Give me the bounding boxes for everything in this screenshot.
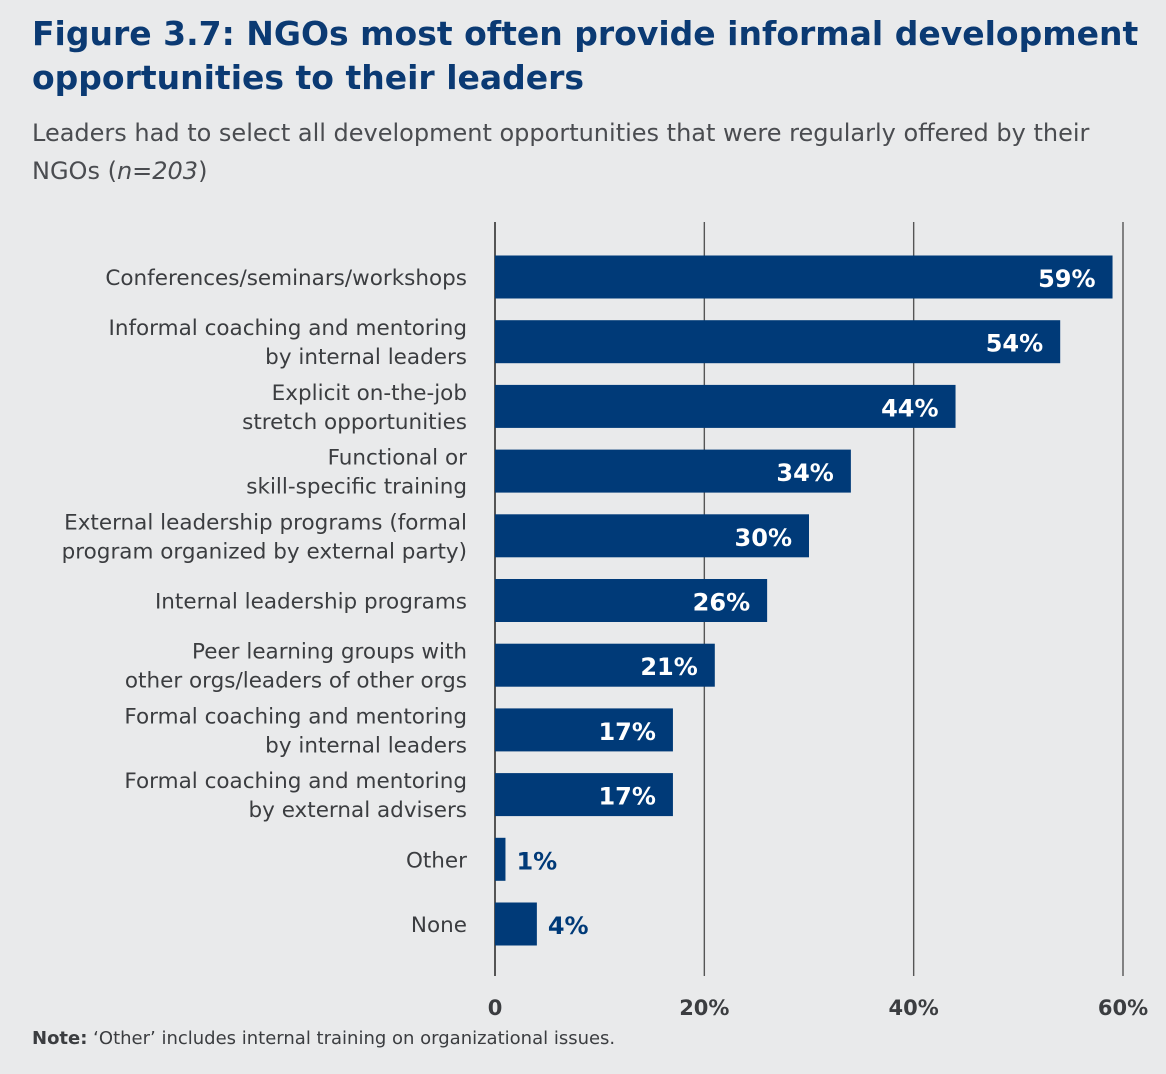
chart-note: Note: ‘Other’ includes internal training… [32, 1028, 615, 1049]
category-label: by internal leaders [265, 733, 467, 758]
category-label: Explicit on-the-job [272, 381, 467, 406]
value-label: 4% [548, 912, 589, 940]
category-label: stretch opportunities [242, 410, 467, 435]
value-label: 21% [640, 653, 697, 681]
value-label: 34% [776, 459, 833, 487]
category-label: skill-specific training [246, 475, 467, 500]
value-label: 44% [881, 394, 938, 422]
chart-subtitle: Leaders had to select all development op… [32, 114, 1132, 190]
category-label: Informal coaching and mentoring [108, 316, 467, 341]
bar [495, 320, 1061, 364]
value-label: 30% [735, 524, 792, 552]
value-label: 26% [693, 589, 750, 617]
bar [495, 773, 673, 817]
value-label: 54% [986, 330, 1043, 358]
x-tick-label: 0 [488, 996, 503, 1020]
subtitle-sample-size: n=203 [116, 157, 199, 185]
x-tick-label: 60% [1098, 996, 1148, 1020]
value-label: 1% [516, 847, 557, 875]
x-tick-label: 40% [889, 996, 939, 1020]
bar [495, 449, 851, 493]
subtitle-text: Leaders had to select all development op… [32, 119, 1090, 185]
bar [495, 255, 1113, 299]
value-labels: 59% 54% 44% 34% 30% 26% 21% 17% 17% 1% 4% [516, 265, 1095, 940]
category-label: External leadership programs (formal [64, 510, 467, 535]
category-labels: Conferences/seminars/workshops Informal c… [62, 266, 468, 938]
category-label: Functional or [328, 446, 468, 471]
category-label: other orgs/leaders of other orgs [125, 669, 467, 694]
bar [495, 384, 956, 428]
category-label: Formal coaching and mentoring [124, 704, 467, 729]
bars [495, 255, 1113, 946]
value-label: 17% [598, 783, 655, 811]
category-label: None [411, 913, 467, 938]
bar [495, 837, 506, 881]
bar [495, 643, 715, 687]
category-label: Other [406, 848, 467, 873]
bar [495, 902, 537, 946]
note-text: ‘Other’ includes internal training on or… [87, 1028, 616, 1049]
category-label: Peer learning groups with [192, 640, 467, 665]
note-label: Note: [32, 1028, 88, 1049]
chart-title: Figure 3.7: NGOs most often provide info… [32, 14, 1139, 97]
category-label: Formal coaching and mentoring [124, 769, 467, 794]
category-label: by external advisers [249, 798, 468, 823]
category-label: Conferences/seminars/workshops [105, 266, 467, 291]
value-label: 59% [1038, 265, 1095, 293]
bar [495, 579, 768, 622]
value-label: 17% [598, 718, 655, 746]
bar-chart: Conferences/seminars/workshops Informal c… [62, 222, 1148, 1020]
x-tick-labels: 0 20% 40% 60% [488, 996, 1148, 1020]
category-label: by internal leaders [265, 345, 467, 370]
subtitle-close: ) [198, 157, 208, 185]
category-label: program organized by external party) [62, 539, 467, 564]
category-label: Internal leadership programs [155, 590, 467, 615]
bar [495, 514, 809, 558]
x-tick-label: 20% [679, 996, 729, 1020]
bar [495, 708, 673, 752]
